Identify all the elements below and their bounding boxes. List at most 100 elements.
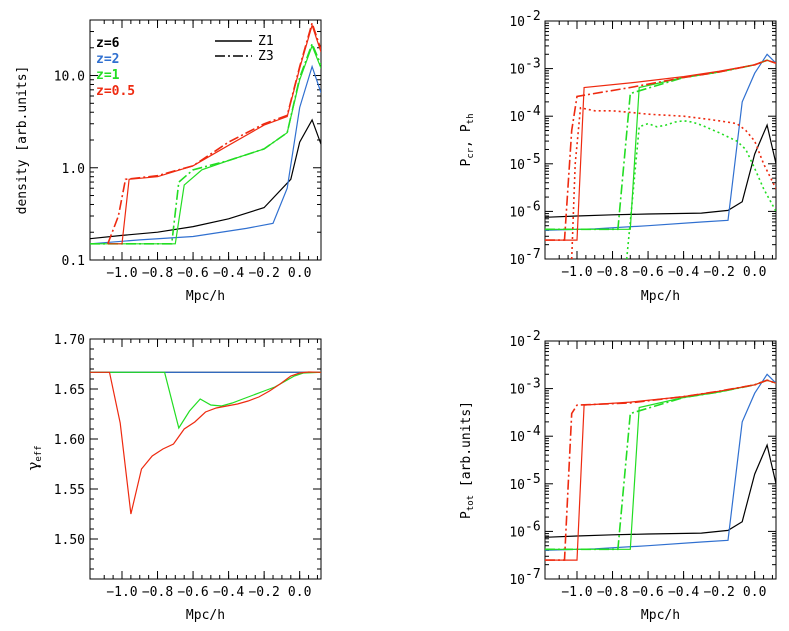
series-line-2 [545,379,776,550]
y-tick-exponent: -3 [525,57,541,72]
legend-z05: z=0.5 [96,84,135,99]
y-tick-exponent: -5 [525,152,541,167]
pressure-ticks: −1.0 −0.8 −0.6 −0.4 −0.2 0.010 -710 -610 -510 -41… [509,9,776,280]
y-tick-label: 1.55 [54,483,85,498]
legend-z3-label: Z3 [258,49,274,64]
density-xlabel: Mpc/h [186,289,225,304]
x-tick-label: −0.6 [632,585,663,600]
density-lines [90,20,321,245]
y-tick-exponent: -2 [525,329,541,344]
series-line-3 [545,379,776,551]
y-tick-exponent: -5 [525,472,541,487]
x-tick-label: −0.6 [177,266,208,281]
y-tick-label: 10 [509,15,525,30]
legend: z=6 z=2 z=1 z=0.5 Z1 Z3 [96,34,274,99]
y-tick-label: 10 [509,383,525,398]
pressure-xlabel: Mpc/h [641,289,680,304]
x-tick-label: 0.0 [288,585,311,600]
gamma-xlabel: Mpc/h [186,608,225,623]
series-line-0 [545,123,776,218]
ptot-plot-frame [544,340,777,580]
x-tick-label: −1.0 [561,265,592,280]
series-line-2 [545,59,776,230]
y-tick-label: 10 [509,525,525,540]
ptot-ticks: −1.0 −0.8 −0.6 −0.4 −0.2 0.010 -710 -610 -510 -41… [509,329,776,600]
x-tick-label: −0.8 [597,265,628,280]
x-tick-label: 0.0 [743,265,766,280]
y-tick-label: 10 [509,158,525,173]
ptot-lines [545,373,776,561]
series-line-1 [545,53,776,231]
x-tick-label: 0.0 [288,266,311,281]
legend-z6: z=6 [96,36,120,51]
gamma-ylabel: γeff [24,445,44,470]
y-tick-exponent: -7 [525,247,541,262]
density-ticks: −1.0 −0.8 −0.6 −0.4 −0.2 0.0 0.1 1.0 10.0 [54,19,321,281]
gamma-panel: −1.0 −0.8 −0.6 −0.4 −0.2 0.0 1.50 1.55 1.60 1.65 1… [24,333,322,623]
series-line-1 [90,64,321,245]
series-line-5 [107,20,321,245]
x-tick-label: −0.8 [142,266,173,281]
series-line-4 [107,23,321,245]
series-line-1 [545,373,776,551]
x-tick-label: −0.8 [142,585,173,600]
y-tick-label: 10 [509,335,525,350]
y-tick-exponent: -6 [525,199,541,214]
y-tick-label: 10 [509,573,525,588]
series-line-5 [545,379,776,561]
x-tick-label: −1.0 [106,266,137,281]
y-tick-label: 1.0 [62,162,85,177]
y-tick-exponent: -2 [525,9,541,24]
series-line-4 [545,379,776,561]
density-panel: −1.0 −0.8 −0.6 −0.4 −0.2 0.00.11.010.0 Mpc/h … [15,19,322,304]
series-line-5 [545,59,776,241]
series-line-2 [90,371,321,430]
x-tick-label: −0.4 [213,266,244,281]
ptot-panel: −1.0 −0.8 −0.6 −0.4 −0.2 0.010 -710 -610 -510 -41… [459,329,777,623]
series-line-3 [90,371,321,515]
y-tick-exponent: -7 [525,567,541,582]
series-line-0 [90,118,321,240]
pressure-ylabel: Pcr, Pth [459,114,476,167]
y-tick-exponent: -4 [525,104,541,119]
y-tick-label: 1.70 [54,333,85,348]
series-line-2 [90,44,321,245]
x-tick-label: −0.6 [177,585,208,600]
density-ylabel: density [arb.units] [15,66,30,215]
y-tick-exponent: -3 [525,377,541,392]
x-tick-label: −0.8 [597,585,628,600]
y-tick-label: 1.60 [54,433,85,448]
x-tick-label: 0.0 [743,585,766,600]
ptot-xlabel: Mpc/h [641,608,680,623]
y-tick-exponent: -4 [525,424,541,439]
series-line-6 [545,59,776,241]
legend-z2: z=2 [96,52,119,67]
series-line-7 [570,106,776,259]
x-tick-label: −0.4 [213,585,244,600]
y-tick-label: 10 [509,253,525,268]
x-tick-label: −1.0 [561,585,592,600]
x-tick-label: −0.4 [668,585,699,600]
ptot-ylabel: Ptot [arb.units] [459,401,476,519]
legend-z1: z=1 [96,68,120,83]
legend-z1-label: Z1 [258,34,274,49]
pressure-panel: −1.0 −0.8 −0.6 −0.4 −0.2 0.010 -710 -610 -510 -41… [459,9,777,304]
series-line-3 [90,41,321,245]
x-tick-label: −1.0 [106,585,137,600]
x-tick-label: −0.2 [703,265,734,280]
series-line-4 [625,119,776,259]
y-tick-label: 10 [509,478,525,493]
x-tick-label: −0.2 [248,266,279,281]
gamma-ticks: −1.0 −0.8 −0.6 −0.4 −0.2 0.0 1.50 1.55 1.60 1.65 1… [54,333,321,600]
y-tick-label: 1.50 [54,533,85,548]
x-tick-label: −0.2 [703,585,734,600]
gamma-lines [90,371,321,515]
x-tick-label: −0.4 [668,265,699,280]
y-tick-exponent: -6 [525,519,541,534]
x-tick-label: −0.6 [632,265,663,280]
x-tick-label: −0.2 [248,585,279,600]
y-tick-label: 10 [509,110,525,125]
y-tick-label: 10.0 [54,70,85,85]
y-tick-label: 10 [509,205,525,220]
